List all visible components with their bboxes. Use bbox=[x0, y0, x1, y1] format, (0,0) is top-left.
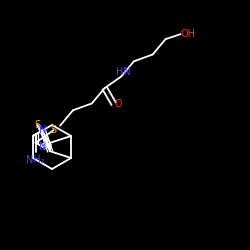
Text: N: N bbox=[39, 142, 46, 152]
Text: NH₂: NH₂ bbox=[26, 156, 45, 166]
Text: OH: OH bbox=[180, 29, 195, 39]
Text: S: S bbox=[50, 125, 57, 135]
Text: S: S bbox=[34, 120, 40, 130]
Text: HN: HN bbox=[116, 67, 130, 77]
Text: N: N bbox=[39, 125, 46, 135]
Text: O: O bbox=[115, 99, 122, 109]
